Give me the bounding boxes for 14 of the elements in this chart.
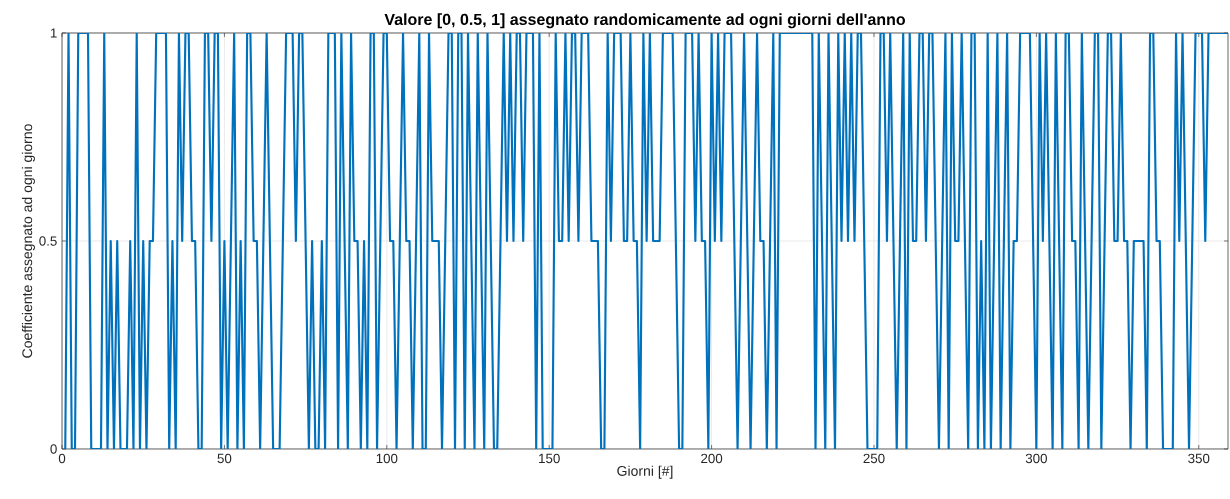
x-tick-label: 0 — [58, 453, 66, 464]
x-tick-label: 300 — [1025, 453, 1047, 464]
x-tick-label: 100 — [376, 453, 398, 464]
x-axis-title: Giorni [#] — [617, 465, 673, 479]
x-tick-label: 50 — [217, 453, 232, 464]
x-tick-label: 250 — [863, 453, 885, 464]
y-tick-label: 0.5 — [39, 236, 57, 246]
chart-title: Valore [0, 0.5, 1] assegnato randomicamente ad ogni giorni dell'anno — [384, 13, 906, 29]
x-tick-label: 150 — [539, 453, 560, 464]
y-tick-label: 0 — [50, 444, 57, 454]
x-tick-label: 350 — [1188, 453, 1210, 464]
y-tick-label: 1 — [50, 28, 57, 38]
y-axis-title: Coefficiente assegnato ad ogni giorno — [21, 124, 35, 358]
x-tick-label: 200 — [701, 453, 723, 464]
